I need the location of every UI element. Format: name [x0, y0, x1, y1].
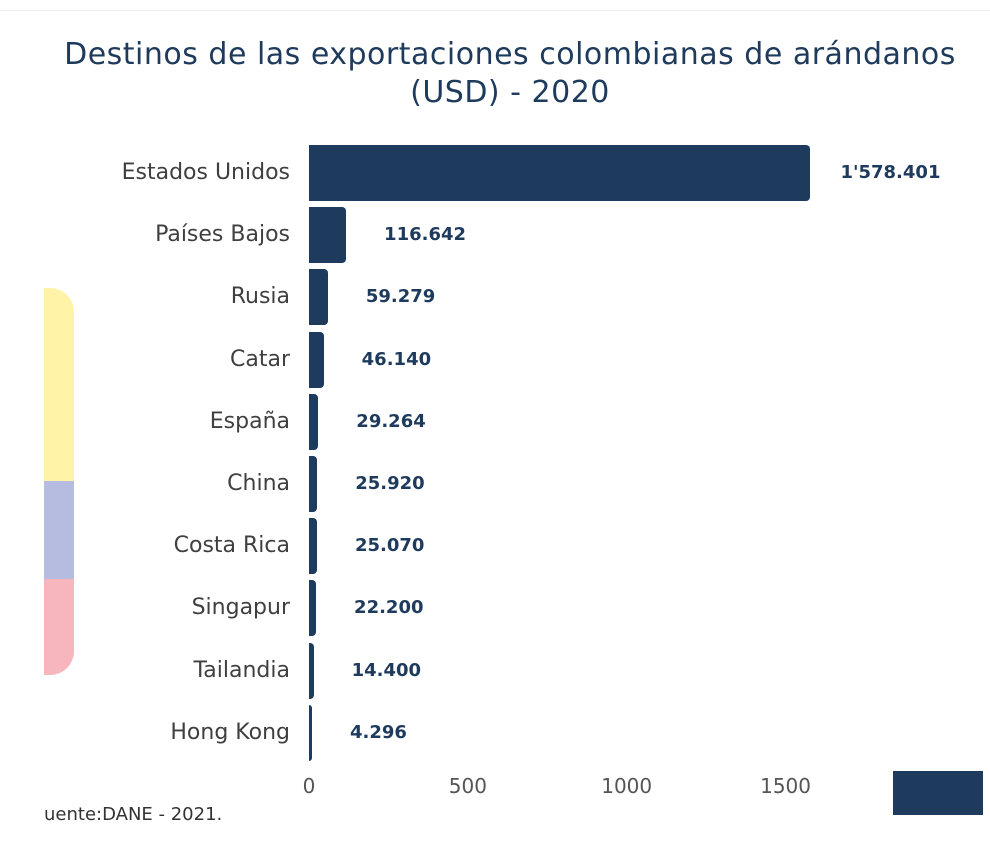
bar — [309, 331, 324, 388]
category-label: Estados Unidos — [121, 160, 290, 185]
bar — [309, 269, 328, 326]
category-label: Catar — [230, 346, 290, 372]
chart-title: Destinos de las exportaciones colombiana… — [64, 37, 956, 110]
category-label: China — [227, 471, 290, 496]
value-label: 29.264 — [356, 410, 426, 432]
value-label: 59.279 — [365, 286, 436, 308]
flag-stripe-yellow — [44, 288, 74, 481]
bar — [309, 642, 314, 699]
value-label: 46.140 — [361, 348, 432, 370]
category-label: España — [209, 408, 290, 434]
flag-stripe-red — [44, 579, 74, 675]
bar — [309, 456, 318, 512]
bar — [309, 393, 319, 450]
value-label: 4.296 — [350, 721, 407, 743]
category-label: Rusia — [230, 284, 290, 310]
value-label: 25.070 — [354, 535, 425, 557]
bar — [309, 704, 312, 761]
top-divider — [0, 10, 990, 11]
bar — [309, 518, 317, 575]
source-note: uente:DANE - 2021. — [44, 804, 223, 825]
category-label: Tailandia — [193, 657, 291, 683]
category-label: Costa Rica — [173, 533, 290, 559]
corner-color-block — [893, 771, 983, 815]
category-label: Singapur — [191, 595, 290, 621]
x-tick-label: 1000 — [601, 774, 653, 798]
value-label: 14.400 — [351, 659, 422, 681]
value-label: 116.642 — [384, 224, 467, 246]
value-label: 25.920 — [355, 473, 425, 494]
x-tick-label: 0 — [302, 774, 316, 798]
value-label: 22.200 — [354, 597, 424, 619]
bar — [309, 580, 317, 637]
x-tick-label: 1500 — [760, 774, 811, 798]
category-label: Países Bajos — [155, 222, 290, 248]
flag-stripe-blue — [44, 481, 74, 579]
value-label: 1'578.401 — [840, 162, 941, 183]
category-label: Hong Kong — [170, 719, 290, 745]
x-tick-label: 500 — [448, 774, 487, 798]
bar — [309, 207, 347, 264]
bar — [309, 145, 811, 201]
